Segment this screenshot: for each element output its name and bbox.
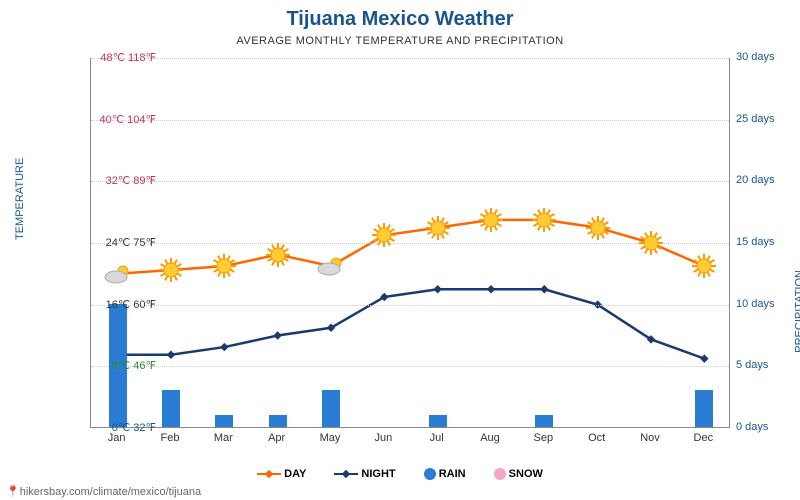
series-marker [273,331,281,339]
legend-item: NIGHT [334,468,395,480]
y-axis-left-label: TEMPERATURE [14,158,26,240]
legend-circle-icon [494,468,506,480]
sun-icon [424,214,452,242]
y-tick-left: 32℃ 89℉ [86,174,156,187]
x-tick: Feb [144,432,197,444]
gridline [91,243,729,244]
x-tick: Sep [517,432,570,444]
legend-circle-icon [424,468,436,480]
legend-label: NIGHT [361,468,395,480]
x-tick: Jun [357,432,410,444]
x-tick: Nov [624,432,677,444]
x-tick: Aug [464,432,517,444]
gridline [91,181,729,182]
y-tick-left: 48℃ 118℉ [86,51,156,64]
y-tick-left: 24℃ 75℉ [86,236,156,249]
y-tick-left: 40℃ 104℉ [86,113,156,126]
x-tick: May [304,432,357,444]
sun-icon [210,252,238,280]
series-line [118,289,705,358]
cloud-icon [103,263,133,285]
sun-icon [690,252,718,280]
x-tick: Mar [197,432,250,444]
footer-url: hikersbay.com/climate/mexico/tijuana [20,486,201,498]
legend-line-icon [257,473,281,475]
sun-icon [637,229,665,257]
legend-line-icon [334,473,358,475]
y-tick-right: 10 days [736,298,775,310]
y-tick-left: 16℃ 60℉ [86,298,156,311]
series-marker [540,285,548,293]
sun-icon [584,214,612,242]
rain-bar [215,415,233,427]
y-tick-right: 30 days [736,51,775,63]
x-tick: Oct [570,432,623,444]
x-tick: Jan [90,432,143,444]
y-tick-right: 15 days [736,236,775,248]
chart-subtitle: AVERAGE MONTHLY TEMPERATURE AND PRECIPIT… [0,31,800,47]
y-axis-right-label: PRECIPITATION [794,270,800,353]
series-marker [220,343,228,351]
x-tick: Jul [410,432,463,444]
legend-item: SNOW [494,468,543,480]
sun-icon [264,241,292,269]
gridline [91,305,729,306]
sun-icon [477,206,505,234]
legend-label: DAY [284,468,306,480]
legend: DAY NIGHT RAIN SNOW [0,468,800,480]
y-tick-left: 8℃ 46℉ [86,359,156,372]
sun-icon [157,256,185,284]
y-tick-right: 0 days [736,421,768,433]
gridline [91,120,729,121]
y-tick-right: 25 days [736,113,775,125]
gridline [91,366,729,367]
rain-bar [429,415,447,427]
chart-plot-area [90,58,730,428]
series-marker [433,285,441,293]
sun-icon [370,221,398,249]
legend-label: RAIN [439,468,466,480]
rain-bar [269,415,287,427]
series-marker [487,285,495,293]
legend-item: DAY [257,468,306,480]
y-tick-right: 20 days [736,174,775,186]
series-marker [700,354,708,362]
rain-bar [695,390,713,427]
series-line [118,220,705,274]
rain-bar [322,390,340,427]
legend-label: SNOW [509,468,543,480]
footer-attribution: 📍hikersbay.com/climate/mexico/tijuana [6,485,201,498]
chart-title: Tijuana Mexico Weather [0,0,800,31]
rain-bar [162,390,180,427]
x-tick: Apr [250,432,303,444]
pin-icon: 📍 [6,486,20,498]
legend-item: RAIN [424,468,466,480]
rain-bar [535,415,553,427]
x-tick: Dec [677,432,730,444]
y-tick-right: 5 days [736,359,768,371]
gridline [91,58,729,59]
sun-icon [530,206,558,234]
cloud-icon [316,255,346,277]
series-marker [167,351,175,359]
